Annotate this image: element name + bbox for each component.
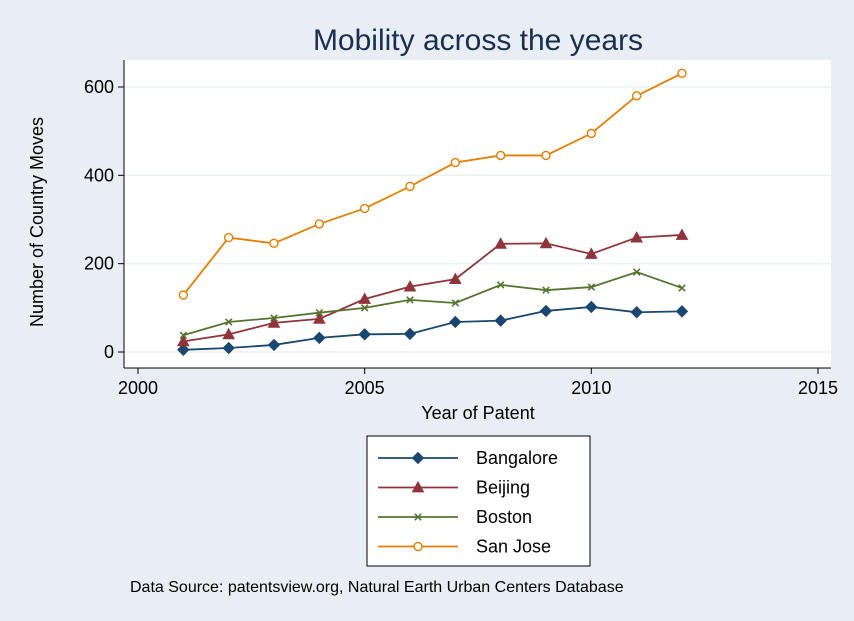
data-point-bangalore [585, 300, 598, 314]
legend-marker [413, 541, 423, 552]
data-point-boston [360, 304, 369, 312]
data-point-san-jose [178, 290, 189, 300]
y-tick-label: 0 [104, 342, 114, 362]
x-tick-label: 2015 [798, 378, 838, 398]
data-point-beijing [176, 334, 190, 347]
series-line-beijing [183, 234, 683, 343]
data-source-note: Data Source: patentsview.org, Natural Ea… [130, 579, 624, 596]
legend-entry-boston: Boston [378, 507, 532, 527]
legend-label: Bangalore [476, 448, 558, 468]
data-point-beijing [403, 280, 417, 292]
data-point-beijing [539, 236, 553, 249]
data-point-boston [270, 314, 278, 322]
data-point-san-jose [359, 203, 370, 214]
data-point-bangalore [675, 305, 689, 318]
data-point-boston [406, 296, 414, 304]
grid-lines [124, 86, 831, 353]
chart-title: Mobility across the years [313, 24, 643, 57]
legend-marker [411, 451, 425, 465]
data-point-bangalore [177, 343, 190, 356]
x-tick-label: 2005 [345, 378, 385, 398]
series-lines [182, 72, 683, 351]
data-point-bangalore [494, 314, 507, 327]
legend-entry-bangalore: Bangalore [378, 448, 558, 468]
series-line-bangalore [183, 306, 683, 351]
y-tick-label: 400 [84, 165, 114, 185]
data-point-boston [224, 318, 233, 326]
legend-entry-beijing: Beijing [378, 478, 530, 498]
data-point-bangalore [313, 331, 326, 345]
x-axis-title: Year of Patent [421, 403, 534, 423]
series-line-san-jose [182, 72, 683, 296]
data-point-beijing [675, 228, 689, 240]
legend: Bangalore Beijing Boston San Jose [366, 435, 591, 567]
data-point-boston [632, 268, 641, 276]
data-point-boston [542, 286, 550, 294]
data-point-san-jose [677, 68, 687, 79]
data-point-boston [587, 283, 596, 291]
data-point-boston [496, 281, 505, 289]
x-tick-label: 2000 [118, 378, 158, 398]
data-point-san-jose [223, 232, 234, 243]
x-tick-label: 2010 [571, 378, 611, 398]
data-point-bangalore [267, 338, 281, 352]
data-point-beijing [312, 312, 326, 324]
data-point-beijing [584, 247, 598, 259]
legend-entry-san-jose: San Jose [378, 537, 551, 557]
data-point-bangalore [539, 304, 553, 318]
data-point-san-jose [450, 157, 461, 168]
data-point-bangalore [630, 306, 643, 319]
data-point-boston [179, 331, 188, 339]
data-point-boston [451, 299, 460, 307]
data-point-san-jose [631, 91, 642, 101]
data-point-boston [678, 284, 686, 292]
data-point-beijing [267, 316, 281, 328]
legend-marker [414, 513, 422, 521]
series-line-boston [183, 271, 683, 337]
data-point-bangalore [222, 341, 235, 355]
data-point-beijing [358, 292, 372, 304]
data-point-san-jose [586, 128, 597, 139]
data-point-beijing [222, 327, 236, 340]
legend-label: Boston [476, 507, 532, 527]
data-point-bangalore [449, 315, 462, 329]
legend-label: Beijing [476, 478, 530, 498]
data-point-boston [315, 308, 324, 317]
y-tick-label: 600 [84, 77, 114, 97]
axes: 0 200 400 600 2000 2005 2010 2015 [84, 60, 838, 398]
data-point-beijing [494, 237, 508, 249]
series-markers [176, 68, 689, 356]
legend-marker [411, 480, 425, 493]
data-point-beijing [630, 231, 644, 243]
data-point-san-jose [541, 150, 551, 161]
y-axis-title: Number of Country Moves [27, 117, 47, 327]
legend-label: San Jose [476, 537, 551, 557]
data-point-bangalore [403, 327, 417, 341]
data-point-san-jose [269, 238, 279, 249]
data-point-bangalore [358, 328, 371, 341]
data-point-san-jose [495, 150, 506, 161]
y-tick-label: 200 [84, 254, 114, 274]
data-point-san-jose [314, 219, 325, 229]
data-point-san-jose [405, 181, 415, 192]
data-point-beijing [448, 272, 462, 285]
plot-area [124, 60, 831, 368]
